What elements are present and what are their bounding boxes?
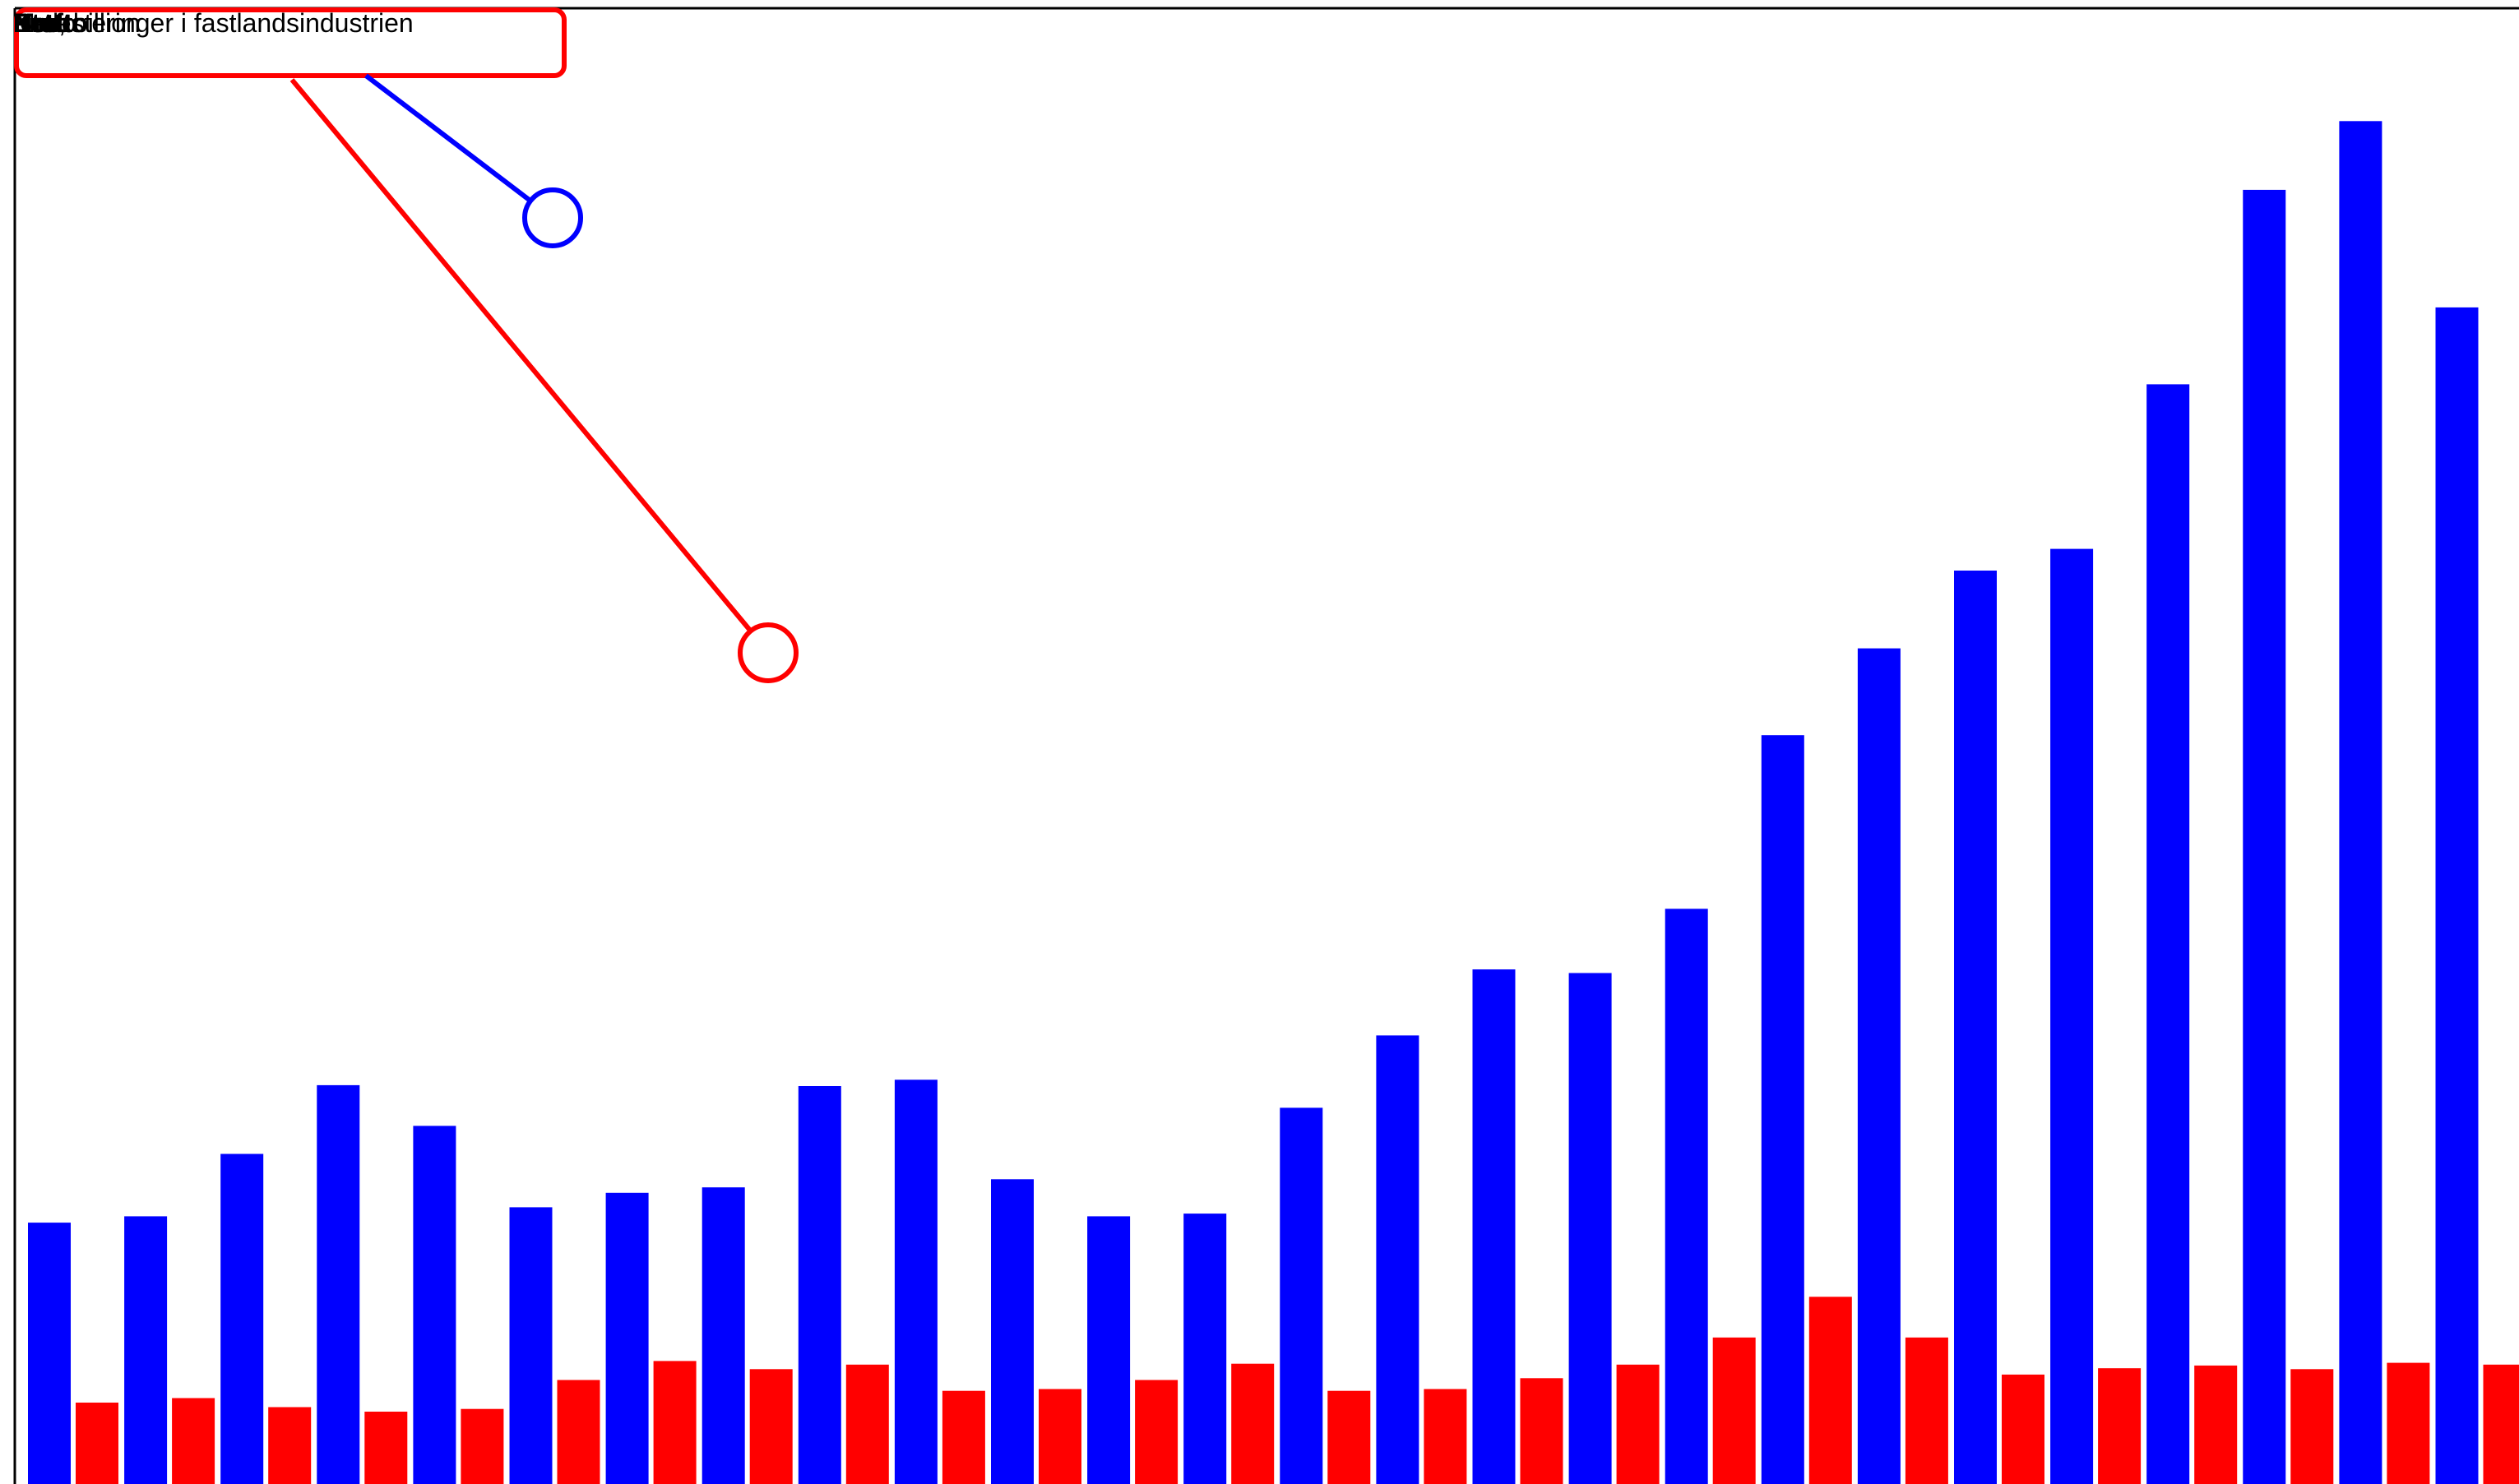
bar-blue-16	[1472, 969, 1516, 1484]
bar-red-26	[2483, 1364, 2519, 1484]
bar-red-11	[1039, 1389, 1081, 1484]
overlap-label-2: Brutto	[13, 8, 88, 38]
overlap-label-7: Mrd, billion	[13, 8, 141, 38]
bar-blue-25	[2339, 121, 2382, 1484]
bar-red-1	[76, 1403, 118, 1484]
bar-red-4	[364, 1412, 408, 1484]
bar-blue-1	[28, 1223, 71, 1484]
bar-blue-18	[1665, 908, 1708, 1484]
callout-line-blue	[364, 73, 533, 204]
bar-blue-12	[1087, 1216, 1131, 1484]
bar-blue-5	[413, 1126, 456, 1484]
bar-red-14	[1327, 1390, 1371, 1484]
bar-red-5	[461, 1408, 504, 1484]
bar-red-9	[845, 1364, 889, 1484]
bars-layer	[28, 121, 2519, 1484]
bar-blue-26	[2435, 307, 2479, 1484]
bar-blue-21	[1954, 571, 1997, 1484]
callout-line-red	[289, 78, 754, 634]
bar-red-6	[557, 1380, 600, 1484]
bar-red-19	[1808, 1297, 1852, 1484]
bar-blue-24	[2243, 189, 2286, 1484]
bar-blue-7	[605, 1192, 649, 1484]
callout-title: Investeringer i fastlandsindustrien	[21, 8, 414, 38]
bar-red-8	[749, 1369, 793, 1484]
bar-red-24	[2290, 1369, 2334, 1484]
bar-red-10	[942, 1390, 985, 1484]
overlap-label-1: Kraft	[13, 8, 72, 38]
plot-frame-layer	[13, 7, 2519, 1484]
overlap-label-4: Pct	[13, 8, 53, 38]
bar-red-18	[1712, 1337, 1756, 1484]
bar-blue-8	[702, 1187, 745, 1484]
bar-blue-13	[1183, 1214, 1227, 1484]
bar-blue-14	[1280, 1107, 1323, 1484]
bar-blue-20	[1857, 648, 1901, 1484]
overlap-label-3: Nto	[13, 8, 55, 38]
bar-blue-22	[2050, 548, 2094, 1484]
bar-red-15	[1424, 1389, 1467, 1484]
bar-red-16	[1520, 1378, 1563, 1484]
bar-blue-2	[124, 1216, 168, 1484]
bar-blue-17	[1568, 973, 1612, 1484]
bar-blue-11	[991, 1179, 1034, 1484]
callout-layer	[14, 7, 799, 683]
bar-blue-10	[894, 1079, 938, 1484]
bar-blue-6	[509, 1207, 553, 1484]
bar-red-20	[1905, 1337, 1948, 1484]
bar-red-25	[2387, 1362, 2430, 1484]
callout-box	[14, 7, 567, 78]
bar-red-17	[1616, 1364, 1660, 1484]
bar-red-22	[2098, 1368, 2142, 1484]
bar-blue-9	[798, 1086, 841, 1484]
bar-blue-4	[317, 1084, 360, 1484]
bar-red-3	[268, 1407, 312, 1484]
bar-blue-3	[220, 1153, 264, 1484]
callout-circle-blue	[522, 187, 583, 248]
bar-red-7	[653, 1361, 697, 1484]
bar-red-2	[172, 1398, 215, 1484]
callout-circle-red	[738, 622, 799, 683]
bar-red-21	[2002, 1374, 2044, 1484]
overlap-label-5: Netto	[13, 8, 76, 38]
bar-red-13	[1231, 1363, 1275, 1484]
bar-red-23	[2194, 1365, 2238, 1484]
bar-blue-23	[2146, 384, 2190, 1484]
bar-blue-19	[1761, 735, 1804, 1484]
bar-red-12	[1135, 1380, 1178, 1484]
bar-blue-15	[1376, 1035, 1419, 1484]
